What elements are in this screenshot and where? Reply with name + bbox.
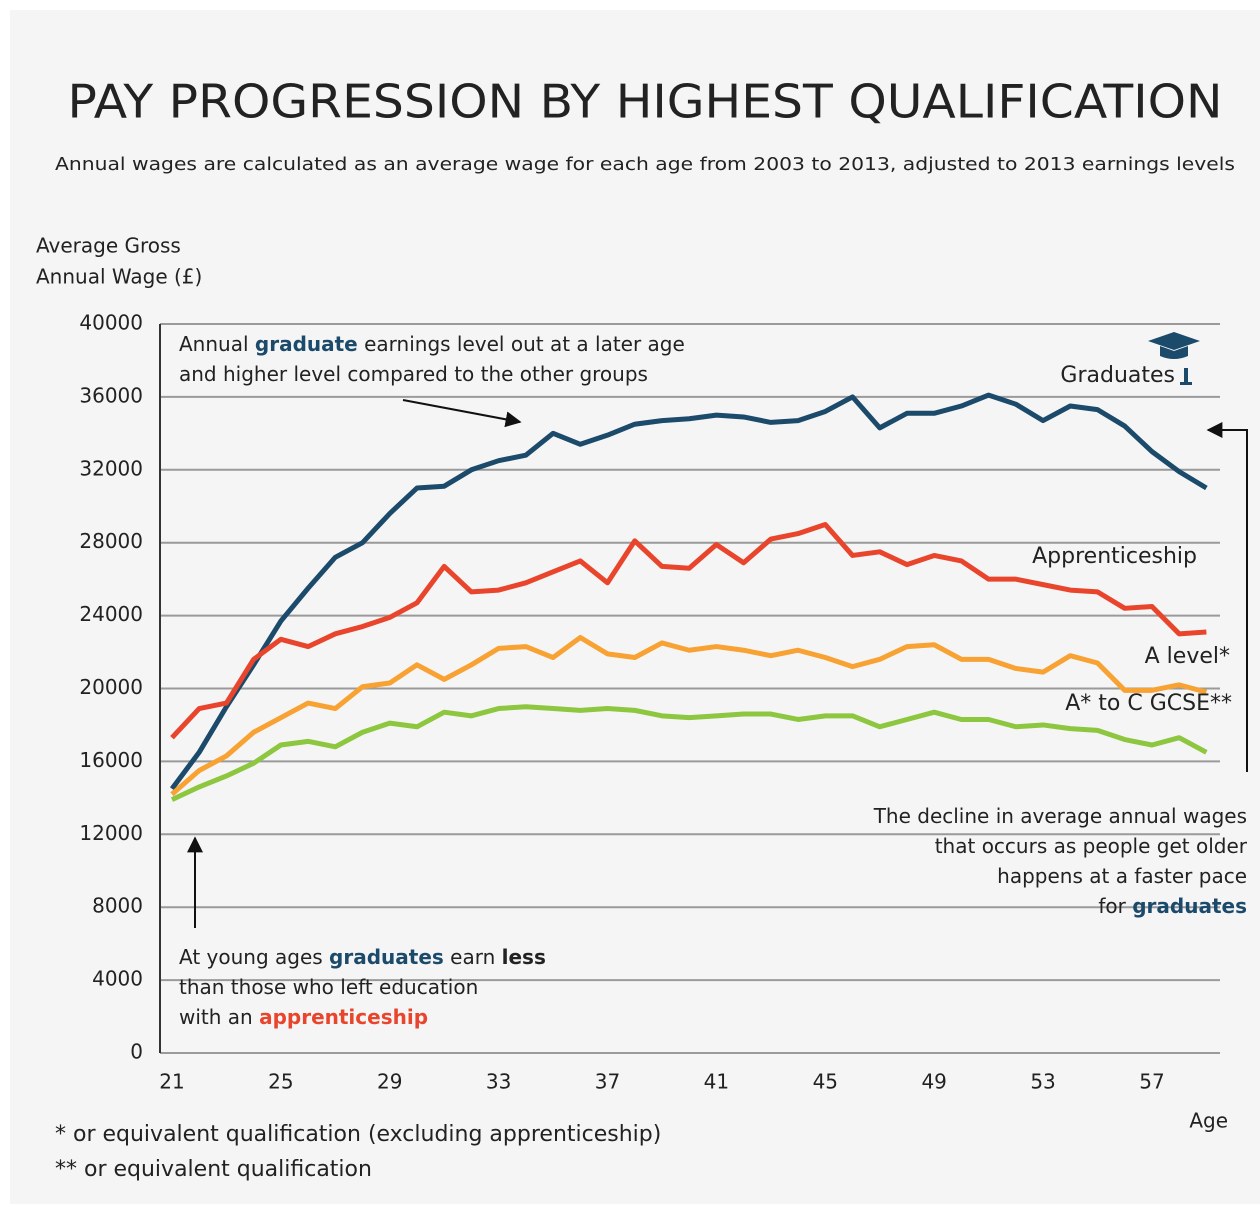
x-tick-label: 21 [159, 1070, 184, 1094]
y-tick-label: 20000 [79, 675, 143, 699]
x-tick-label: 33 [486, 1070, 511, 1094]
annotation: The decline in average annual wages [873, 804, 1247, 828]
annotation-text: apprenticeship [259, 1005, 428, 1029]
arrow [402, 399, 522, 428]
footnote: * or equivalent qualification (excluding… [55, 1122, 661, 1147]
y-tick-label: 36000 [79, 383, 143, 407]
y-tick-label: 28000 [79, 529, 143, 553]
annotation-text: graduate [255, 332, 358, 356]
series-line [170, 521, 1207, 740]
y-axis-label: Average Gross [36, 234, 181, 258]
annotation-text: than those who left education [179, 975, 478, 999]
y-tick-label: 40000 [79, 311, 143, 335]
x-tick-label: 45 [813, 1070, 838, 1094]
annotation-text: graduates [329, 945, 444, 969]
annotation: At young ages graduates earn less [179, 945, 546, 969]
annotation: than those who left education [179, 975, 478, 999]
annotation-text: and higher level compared to the other g… [179, 362, 648, 386]
x-tick-label: 53 [1030, 1070, 1055, 1094]
annotation: and higher level compared to the other g… [179, 362, 648, 386]
y-tick-label: 12000 [79, 821, 143, 845]
annotation-text: At young ages [179, 945, 329, 969]
x-tick-label: 49 [921, 1070, 946, 1094]
annotation-text: for [1098, 894, 1132, 918]
series-label: A level* [1145, 644, 1230, 669]
annotation: happens at a faster pace [997, 864, 1247, 888]
annotation-text: Annual [179, 332, 255, 356]
y-tick-label: 32000 [79, 456, 143, 480]
y-axis-label: Annual Wage (£) [36, 265, 202, 289]
background [10, 10, 1260, 1204]
footnote: ** or equivalent qualification [55, 1157, 372, 1182]
x-axis-label: Age [1189, 1109, 1228, 1133]
series-line [169, 392, 1208, 791]
arrow [1206, 422, 1248, 772]
annotation: for graduates [1098, 894, 1247, 918]
annotation-text: with an [179, 1005, 259, 1029]
x-tick-label: 57 [1139, 1070, 1164, 1094]
x-tick-label: 25 [268, 1070, 293, 1094]
annotation-text: earn [444, 945, 502, 969]
annotation-text: that occurs as people get older [935, 834, 1248, 858]
x-tick-label: 29 [377, 1070, 402, 1094]
y-tick-label: 16000 [79, 748, 143, 772]
series-line [170, 634, 1208, 797]
annotation-text: The decline in average annual wages [873, 804, 1247, 828]
chart-subtitle: Annual wages are calculated as an averag… [55, 154, 1235, 175]
annotation-text: graduates [1132, 894, 1247, 918]
annotation: with an apprenticeship [179, 1005, 428, 1029]
annotation-text: earnings level out at a later age [358, 332, 685, 356]
series-label: A* to C GCSE** [1065, 691, 1232, 716]
chart-title: PAY PROGRESSION BY HIGHEST QUALIFICATION [68, 75, 1223, 129]
y-tick-label: 8000 [92, 894, 143, 918]
y-tick-label: 0 [130, 1040, 143, 1064]
x-tick-label: 37 [595, 1070, 620, 1094]
x-tick-label: 41 [704, 1070, 729, 1094]
annotation-text: less [502, 945, 546, 969]
series-label: Apprenticeship [1032, 544, 1197, 569]
y-tick-label: 24000 [79, 602, 143, 626]
annotation: that occurs as people get older [935, 834, 1248, 858]
grad-cap-icon [1148, 332, 1200, 385]
series-line [170, 704, 1208, 802]
y-tick-label: 4000 [92, 967, 143, 991]
annotation: Annual graduate earnings level out at a … [179, 332, 685, 356]
series-label: Graduates [1060, 363, 1175, 388]
annotation-text: happens at a faster pace [997, 864, 1247, 888]
